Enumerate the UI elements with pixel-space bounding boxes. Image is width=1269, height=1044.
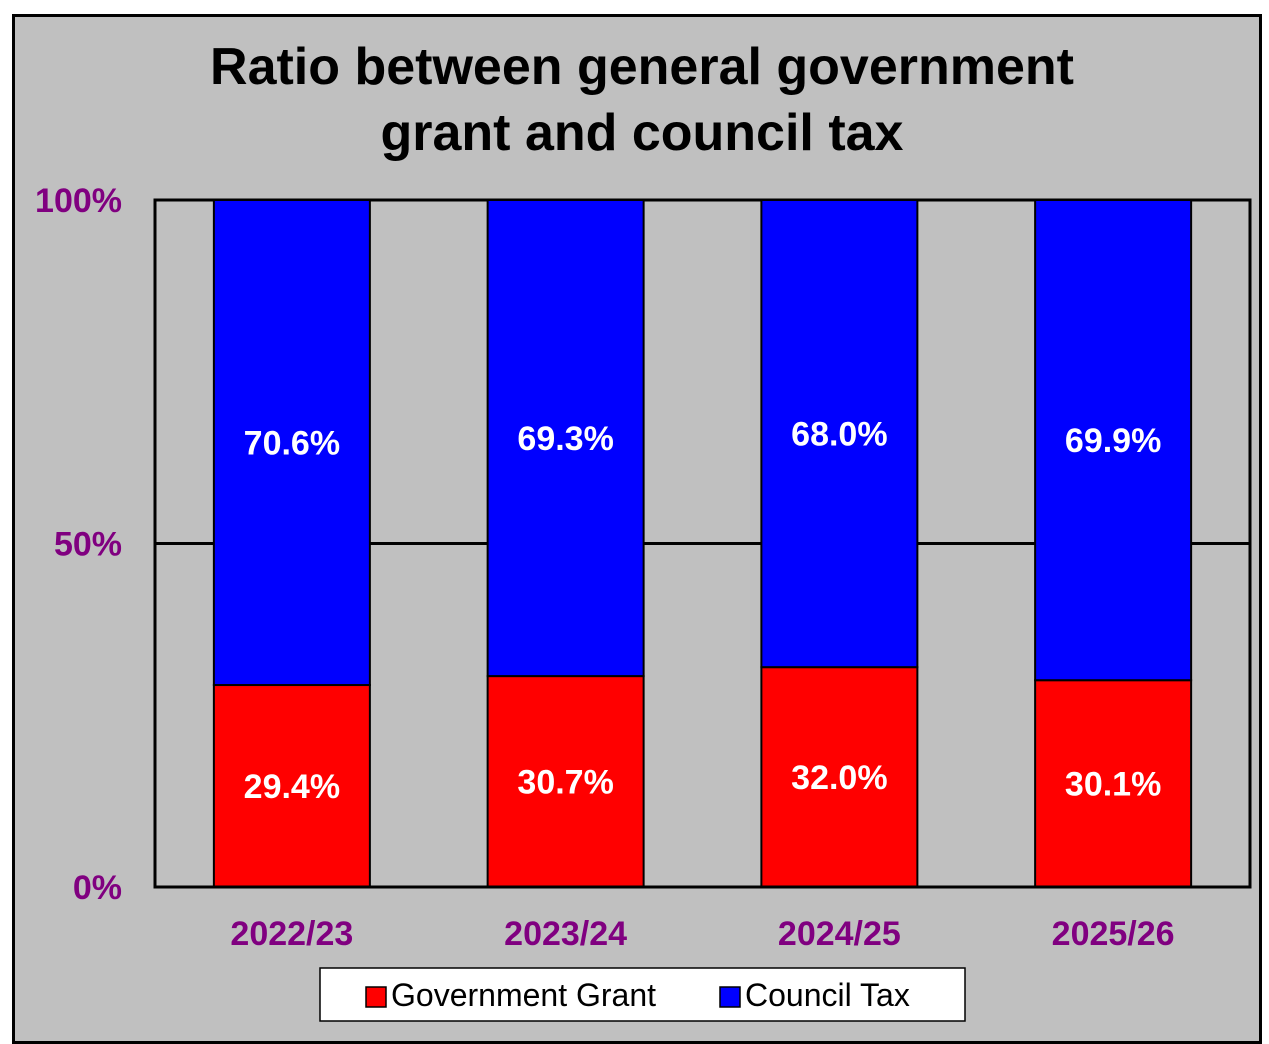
x-tick-label-2024-25: 2024/25 <box>778 915 901 953</box>
chart-title-line-1: Ratio between general government <box>210 38 1074 96</box>
data-label-council-tax-2022-23: 70.6% <box>244 425 340 463</box>
data-label-council-tax-2023-24: 69.3% <box>517 420 613 458</box>
legend-box <box>319 967 966 1022</box>
x-tick-label-2023-24: 2023/24 <box>504 915 627 953</box>
y-tick-label-100: 100% <box>35 182 122 220</box>
chart-title-line-2: grant and council tax <box>381 104 904 162</box>
legend-swatch-government-grant <box>365 986 387 1008</box>
legend-label-council-tax: Council Tax <box>745 977 910 1013</box>
data-label-council-tax-2024-25: 68.0% <box>791 416 887 454</box>
axis-layer: 2022/23 2023/24 2024/25 2025/26 0% 50% 100% <box>35 182 1250 953</box>
data-label-government-grant-2024-25: 32.0% <box>791 759 887 797</box>
bar-council-tax-2022-23 <box>212 199 371 687</box>
bars-layer <box>212 199 1193 889</box>
legend-swatch-council-tax <box>719 986 741 1008</box>
legend: Government Grant Council Tax <box>319 967 966 1022</box>
x-tick-label-2022-23: 2022/23 <box>230 915 353 953</box>
data-label-government-grant-2025-26: 30.1% <box>1065 766 1161 804</box>
y-tick-label-50: 50% <box>54 526 122 564</box>
x-tick-label-2025-26: 2025/26 <box>1052 915 1175 953</box>
bar-council-tax-2024-25 <box>760 199 919 669</box>
y-tick-label-0: 0% <box>73 869 122 907</box>
data-label-council-tax-2025-26: 69.9% <box>1065 422 1161 460</box>
data-labels-layer: 29.4% 70.6% 30.7% 69.3% 32.0% 68.0% 30.1% 69.9% <box>244 416 1162 806</box>
data-label-government-grant-2022-23: 29.4% <box>244 768 340 806</box>
bar-council-tax-2023-24 <box>486 199 645 678</box>
bar-council-tax-2025-26 <box>1034 199 1193 682</box>
chart-title: Ratio between general government grant a… <box>210 38 1074 162</box>
legend-label-government-grant: Government Grant <box>391 977 656 1013</box>
bar-government-grant-2022-23 <box>212 684 371 888</box>
bar-government-grant-2025-26 <box>1034 679 1193 889</box>
bar-government-grant-2023-24 <box>486 675 645 888</box>
data-label-government-grant-2023-24: 30.7% <box>517 764 613 802</box>
bar-government-grant-2024-25 <box>760 666 919 888</box>
